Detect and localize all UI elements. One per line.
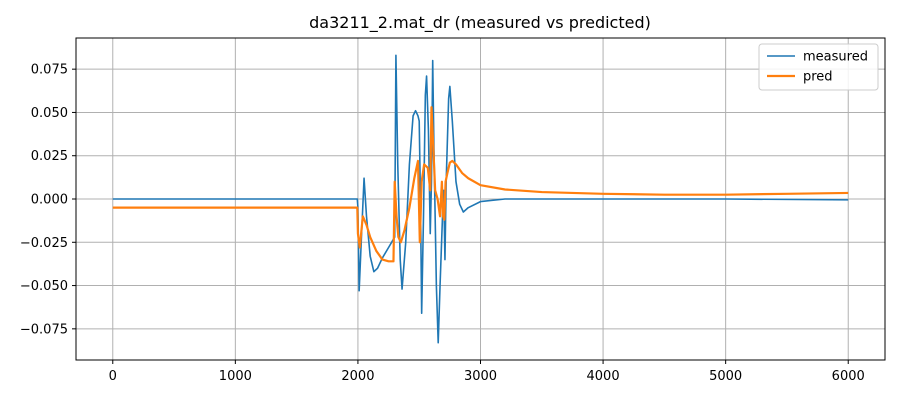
x-tick-label: 5000: [709, 369, 742, 384]
series-line-measured: [112, 54, 849, 344]
y-tick-label: 0.050: [31, 106, 68, 121]
y-tick-label: −0.075: [20, 322, 68, 337]
y-tick-label: 0.000: [31, 193, 68, 208]
x-tick-label: 1000: [219, 369, 252, 384]
axes: 0 1000 2000 3000 4000 5000 6000 0.075 0.050 0.025…: [20, 63, 865, 384]
chart-title: da3211_2.mat_dr (measured vs predicted): [309, 13, 651, 33]
legend-label-pred: pred: [803, 70, 833, 85]
x-tick-label: 0: [109, 369, 117, 384]
legend-label-measured: measured: [803, 50, 868, 65]
y-tick-label: 0.025: [31, 149, 68, 164]
x-tick-label: 2000: [341, 369, 374, 384]
x-tick-label: 4000: [587, 369, 620, 384]
y-tick-label: −0.025: [20, 236, 68, 251]
legend: measured pred: [758, 43, 879, 91]
y-tick-label: −0.050: [20, 279, 68, 294]
x-tick-label: 6000: [832, 369, 865, 384]
series-line-pred: [112, 106, 849, 263]
y-tick-label: 0.075: [31, 63, 68, 78]
x-tick-label: 3000: [464, 369, 497, 384]
plot-series: [112, 54, 849, 344]
